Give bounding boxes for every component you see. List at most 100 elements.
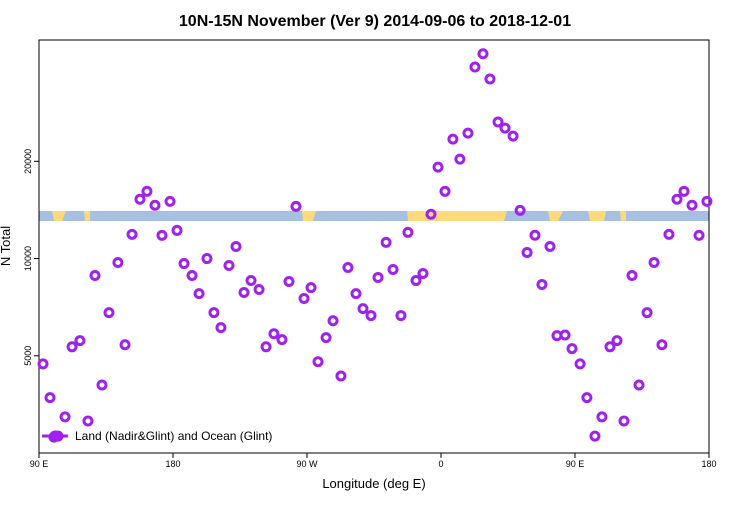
data-point: [701, 195, 713, 207]
land-strip: [52, 211, 626, 221]
data-point: [253, 284, 265, 296]
data-point: [447, 133, 459, 145]
x-axis-label: Longitude (deg E): [322, 476, 425, 491]
data-point: [149, 199, 161, 211]
x-tick-label: 180: [165, 459, 180, 469]
data-point: [126, 228, 138, 240]
data-point: [59, 411, 71, 423]
data-point: [96, 379, 108, 391]
data-point: [439, 185, 451, 197]
data-point: [193, 288, 205, 300]
data-point: [141, 185, 153, 197]
data-point: [380, 236, 392, 248]
data-point: [648, 257, 660, 269]
chart-title: 10N-15N November (Ver 9) 2014-09-06 to 2…: [179, 13, 571, 30]
data-point: [469, 61, 481, 73]
data-point: [693, 229, 705, 241]
data-point: [283, 276, 295, 288]
data-point: [618, 415, 630, 427]
data-point: [432, 161, 444, 173]
data-point: [395, 310, 407, 322]
data-point: [276, 334, 288, 346]
data-point: [604, 341, 616, 353]
data-point: [37, 358, 49, 370]
x-tick-label: 90 E: [30, 459, 49, 469]
y-tick-label: 10000: [23, 246, 33, 271]
data-point: [365, 310, 377, 322]
data-point: [410, 275, 422, 287]
data-point: [372, 271, 384, 283]
data-point: [656, 339, 668, 351]
data-point: [178, 258, 190, 270]
data-point: [298, 293, 310, 305]
data-point: [499, 122, 511, 134]
data-point: [589, 430, 601, 442]
data-point: [268, 328, 280, 340]
data-point: [164, 195, 176, 207]
data-point: [44, 392, 56, 404]
data-point: [581, 392, 593, 404]
data-point: [671, 193, 683, 205]
data-point: [596, 411, 608, 423]
x-tick-label: 180: [701, 459, 716, 469]
data-point: [574, 358, 586, 370]
data-point: [238, 287, 250, 299]
data-point: [626, 270, 638, 282]
data-point: [387, 263, 399, 275]
x-tick-label: 90 W: [296, 459, 318, 469]
data-point: [402, 226, 414, 238]
data-point: [686, 199, 698, 211]
data-point: [544, 240, 556, 252]
data-point: [82, 415, 94, 427]
data-point: [492, 116, 504, 128]
data-point: [215, 322, 227, 334]
map-strip: [39, 211, 709, 221]
data-point: [201, 253, 213, 265]
data-point: [514, 204, 526, 216]
data-point: [230, 240, 242, 252]
data-point: [342, 262, 354, 274]
data-point: [327, 315, 339, 327]
data-point: [119, 339, 131, 351]
legend-marker: [49, 430, 61, 442]
data-point: [260, 341, 272, 353]
ocean-strip: [39, 211, 709, 221]
legend-label: Land (Nadir&Glint) and Ocean (Glint): [75, 429, 272, 443]
data-point: [566, 343, 578, 355]
data-point: [245, 275, 257, 287]
data-point: [462, 127, 474, 139]
y-axis-label: N Total: [0, 226, 13, 266]
data-point: [633, 379, 645, 391]
data-point: [477, 48, 489, 60]
data-point: [559, 329, 571, 341]
x-tick-label: 90 E: [566, 459, 585, 469]
data-point: [74, 335, 86, 347]
data-point: [208, 307, 220, 319]
data-point: [312, 356, 324, 368]
y-tick-label: 20000: [23, 149, 33, 174]
data-point: [641, 307, 653, 319]
data-point: [134, 193, 146, 205]
data-point: [454, 153, 466, 165]
data-point: [186, 270, 198, 282]
data-point: [171, 224, 183, 236]
plot-frame: [38, 39, 710, 454]
y-tick-label: 5000: [23, 346, 33, 366]
data-point: [611, 335, 623, 347]
data-point: [663, 228, 675, 240]
data-point: [678, 185, 690, 197]
data-point: [156, 229, 168, 241]
data-point: [521, 247, 533, 259]
data-point: [425, 208, 437, 220]
data-point: [417, 267, 429, 279]
data-point: [66, 341, 78, 353]
data-point: [529, 229, 541, 241]
data-point: [350, 288, 362, 300]
data-point: [290, 200, 302, 212]
x-tick-label: 0: [438, 459, 443, 469]
data-point: [89, 270, 101, 282]
data-point: [103, 307, 115, 319]
data-point: [357, 303, 369, 315]
